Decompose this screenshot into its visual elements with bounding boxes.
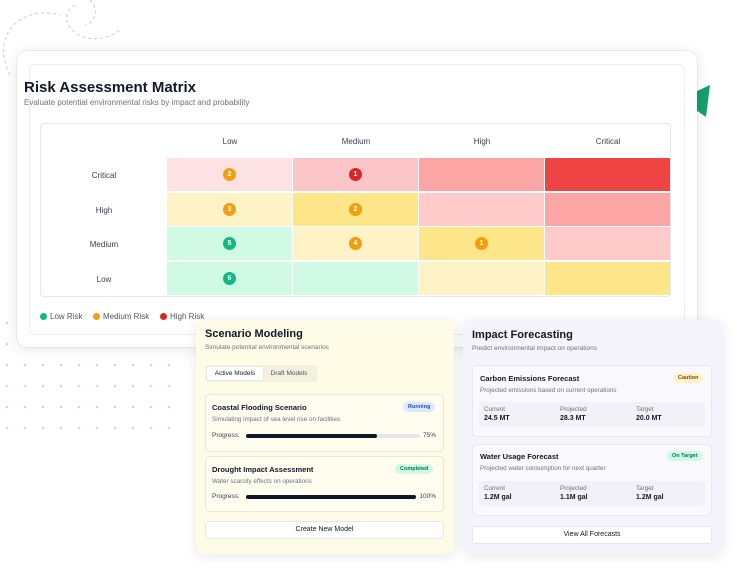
stat-value-projected: 28.3 MT [560,415,586,422]
row-header-medium: Medium [89,240,119,249]
risk-count-badge: 2 [349,203,362,216]
status-badge: On Target [667,451,703,461]
risk-count-badge: 5 [223,237,236,250]
model-description: Water scarcity effects on operations [212,478,312,485]
matrix-cell-medium-medium[interactable]: 4 [293,227,418,260]
model-description: Simulating impact of sea level rise on f… [212,416,341,423]
matrix-cell-critical-high[interactable] [419,158,544,191]
matrix-cell-low-high[interactable] [419,262,544,295]
legend-medium-risk: Medium Risk [93,312,149,321]
stat-value-target: 20.0 MT [636,415,662,422]
risk-count-badge: 6 [223,272,236,285]
progress-track [246,495,416,499]
forecast-title: Carbon Emissions Forecast [480,374,580,383]
decorative-dashed-arcs [3,0,121,76]
risk-count-badge: 4 [349,237,362,250]
matrix-cell-critical-critical[interactable] [545,158,670,191]
model-title: Drought Impact Assessment [212,465,314,474]
forecast-description: Projected emissions based on current ope… [480,387,617,394]
scenario-subtitle: Simulate potential environmental scenari… [205,344,329,351]
column-header-critical: Critical [595,137,621,146]
status-badge: Caution [673,373,704,383]
progress-track [246,434,420,438]
progress-label: Progress: [212,493,240,500]
tab-draft-models[interactable]: Draft Models [270,370,308,377]
forecast-title: Water Usage Forecast [480,452,559,461]
create-new-model-button[interactable]: Create New Model [205,521,444,539]
legend-dot-medium [93,313,100,320]
risk-count-badge: 2 [223,168,236,181]
risk-matrix-subtitle: Evaluate potential environmental risks b… [24,98,250,107]
matrix-cell-high-critical[interactable] [545,193,670,226]
row-header-high: High [95,206,113,215]
column-header-medium: Medium [341,137,371,146]
impact-title: Impact Forecasting [472,329,573,341]
legend-dot-low [40,313,47,320]
progress-label: Progress: [212,432,240,439]
status-badge: Running [403,402,436,412]
progress-percent: 75% [422,432,436,439]
matrix-cell-medium-high[interactable]: 1 [419,227,544,260]
stat-value-current: 1.2M gal [484,494,512,501]
matrix-cell-critical-medium[interactable]: 1 [293,158,418,191]
stat-label-projected: Projected [560,406,587,413]
stat-label-projected: Projected [560,485,587,492]
forecast-description: Projected water consumption for next qua… [480,465,606,472]
column-header-high: High [473,137,491,146]
legend-low-risk: Low Risk [40,312,82,321]
row-header-critical: Critical [91,171,117,180]
row-header-low: Low [96,275,112,284]
impact-subtitle: Predict environmental impact on operatio… [472,345,598,352]
model-title: Coastal Flooding Scenario [212,403,307,412]
matrix-cell-low-medium[interactable] [293,262,418,295]
progress-percent: 100% [419,493,436,500]
stat-value-target: 1.2M gal [636,494,664,501]
status-badge: Completed [395,464,434,474]
matrix-cell-high-low[interactable]: 3 [167,193,292,226]
matrix-cell-medium-critical[interactable] [545,227,670,260]
stat-label-target: Target [636,485,654,492]
scenario-title: Scenario Modeling [205,328,303,340]
matrix-cell-critical-low[interactable]: 2 [167,158,292,191]
forecast-stats [479,481,705,506]
legend-label-high: High Risk [170,312,205,321]
stat-label-current: Current [484,485,505,492]
legend-dot-high [160,313,167,320]
stat-value-current: 24.5 MT [484,415,510,422]
matrix-cell-low-low[interactable]: 6 [167,262,292,295]
progress-fill [246,434,377,438]
matrix-cell-high-medium[interactable]: 2 [293,193,418,226]
progress-fill [246,495,416,499]
matrix-cell-high-high[interactable] [419,193,544,226]
matrix-cell-medium-low[interactable]: 5 [167,227,292,260]
stat-label-target: Target [636,406,654,413]
matrix-cell-low-critical[interactable] [545,262,670,295]
risk-matrix-title: Risk Assessment Matrix [24,79,197,96]
risk-count-badge: 1 [349,168,362,181]
legend-high-risk: High Risk [160,312,204,321]
risk-count-badge: 1 [475,237,488,250]
stat-label-current: Current [484,406,505,413]
forecast-stats [479,402,705,427]
tab-active-models[interactable]: Active Models [207,367,263,380]
stat-value-projected: 1.1M gal [560,494,588,501]
impact-forecasting-card [463,320,722,554]
column-header-low: Low [222,137,238,146]
legend-label-low: Low Risk [50,312,83,321]
legend-label-medium: Medium Risk [103,312,150,321]
risk-count-badge: 3 [223,203,236,216]
view-all-forecasts-button[interactable]: View All Forecasts [472,526,712,544]
